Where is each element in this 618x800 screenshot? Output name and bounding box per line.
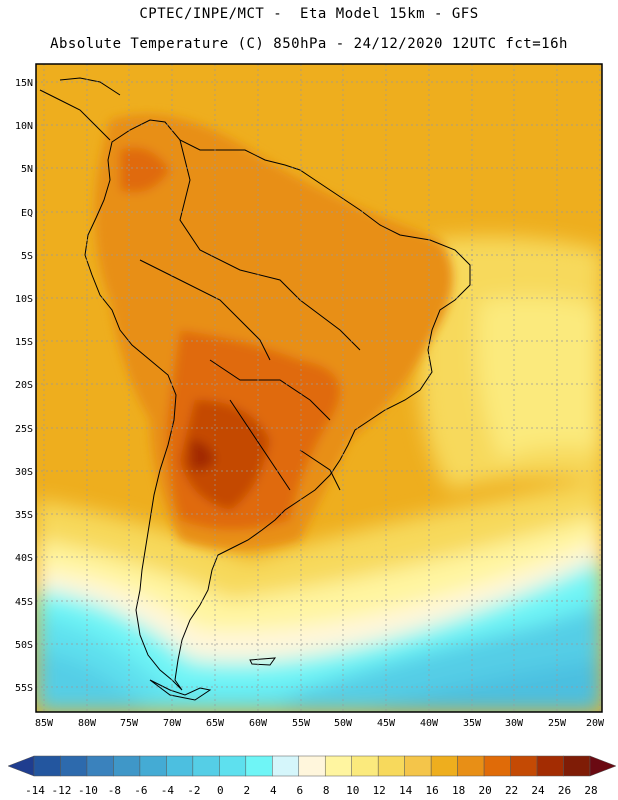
colorbar-label: -2 [187, 784, 200, 797]
lon-label: 45W [377, 718, 396, 729]
lon-label: 75W [120, 718, 139, 729]
colorbar-swatch [404, 755, 432, 777]
colorbar-label: -10 [78, 784, 98, 797]
colorbar-label: 28 [584, 784, 597, 797]
lat-label: 10S [15, 294, 33, 305]
colorbar-label: 18 [452, 784, 465, 797]
lon-label: 40W [420, 718, 439, 729]
color-scale-bar: -14 -12 -10 -8 -6 -4 -2 0 2 4 6 8 10 12 14 16 18 20 22 24 26… [7, 755, 617, 797]
colorbar-swatch [457, 755, 485, 777]
colorbar-label: -4 [161, 784, 175, 797]
lon-label: 85W [35, 718, 54, 729]
lon-label: 60W [249, 718, 268, 729]
lat-label: 40S [15, 553, 33, 564]
colorbar-swatch [377, 755, 405, 777]
colorbar-swatch [60, 755, 88, 777]
map-title-line-2: Absolute Temperature (C) 850hPa - 24/12/… [50, 36, 568, 52]
colorbar-swatch [166, 755, 194, 777]
lat-label: 15N [15, 78, 33, 89]
colorbar-label: 10 [346, 784, 359, 797]
coastlines [39, 77, 471, 701]
colorbar-label: 0 [217, 784, 224, 797]
lat-label: 55S [15, 683, 33, 694]
lat-label: 5N [21, 164, 33, 175]
lat-label: 30S [15, 467, 33, 478]
colorbar-swatch [139, 755, 167, 777]
colorbar-label: -6 [134, 784, 147, 797]
colorbar-label: 22 [505, 784, 518, 797]
lat-label: 15S [15, 337, 33, 348]
colorbar-swatch [113, 755, 141, 777]
colorbar-swatch [483, 755, 511, 777]
colorbar-label: 26 [558, 784, 571, 797]
lat-label: 20S [15, 380, 33, 391]
colorbar-label: 12 [373, 784, 386, 797]
colorbar-swatch [430, 755, 458, 777]
lon-label: 25W [548, 718, 567, 729]
lon-label: 30W [505, 718, 524, 729]
colorbar-swatch [351, 755, 379, 777]
colorbar-label: 4 [270, 784, 277, 797]
lat-label: 35S [15, 510, 33, 521]
colorbar-swatch [324, 755, 352, 777]
lat-label: 45S [15, 597, 33, 608]
colorbar-swatch [563, 755, 591, 777]
colorbar-label: -8 [108, 784, 121, 797]
latitude-labels: 15N 10N 5N EQ 5S 10S 15S 20S 25S 30S 35S… [15, 78, 33, 694]
lat-label: EQ [21, 208, 33, 219]
colorbar-swatch [192, 755, 220, 777]
lon-label: 35W [463, 718, 482, 729]
lon-label: 80W [78, 718, 97, 729]
colorbar-label: 24 [531, 784, 545, 797]
colorbar-label: 14 [399, 784, 413, 797]
colorbar-label: 6 [296, 784, 303, 797]
map-frame [35, 63, 603, 713]
graticule [36, 64, 602, 712]
lat-label: 50S [15, 640, 33, 651]
colorbar-min-arrow [7, 755, 35, 777]
lon-label: 20W [586, 718, 605, 729]
colorbar-label: 2 [243, 784, 250, 797]
lat-label: 10N [15, 121, 33, 132]
lon-label: 70W [163, 718, 182, 729]
colorbar-max-arrow [589, 755, 617, 777]
colorbar-swatch [536, 755, 564, 777]
colorbar-swatch [33, 755, 61, 777]
map-title-line-1: CPTEC/INPE/MCT - Eta Model 15km - GFS [139, 6, 479, 22]
temperature-field [36, 64, 602, 712]
colorbar-swatch [272, 755, 300, 777]
colorbar-label: -14 [25, 784, 45, 797]
longitude-labels: 85W 80W 75W 70W 65W 60W 55W 50W 45W 40W … [35, 718, 605, 729]
colorbar-swatch [86, 755, 114, 777]
colorbar-label: 20 [478, 784, 491, 797]
colorbar-label: 16 [426, 784, 439, 797]
lat-label: 5S [21, 251, 33, 262]
colorbar-swatch [510, 755, 538, 777]
lon-label: 50W [334, 718, 353, 729]
lon-label: 65W [206, 718, 225, 729]
colorbar-swatch [298, 755, 326, 777]
colorbar-swatch [219, 755, 247, 777]
colorbar-label: -12 [52, 784, 72, 797]
lon-label: 55W [292, 718, 311, 729]
colorbar-swatch [245, 755, 273, 777]
lat-label: 25S [15, 424, 33, 435]
colorbar-label: 8 [323, 784, 330, 797]
